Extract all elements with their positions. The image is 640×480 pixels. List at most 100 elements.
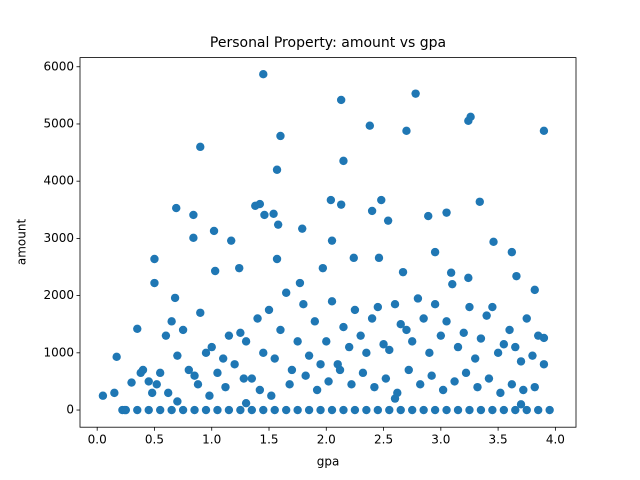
point (488, 405, 497, 415)
point (259, 348, 268, 358)
point (318, 263, 328, 273)
y-tick-label: 0 (66, 403, 74, 417)
point (442, 405, 451, 415)
point (339, 322, 348, 332)
plot-area (98, 69, 554, 415)
point (209, 226, 219, 236)
point (218, 354, 228, 363)
point (281, 288, 291, 297)
x-tick-label: 4.0 (546, 433, 565, 447)
point (516, 357, 526, 366)
chart-title: Personal Property: amount vs gpa (210, 35, 446, 51)
point (533, 331, 543, 340)
point (350, 405, 360, 415)
point (507, 247, 517, 257)
point (396, 405, 405, 415)
point (339, 405, 348, 415)
point (164, 388, 173, 398)
point (522, 405, 531, 415)
point (362, 405, 371, 415)
point (336, 200, 346, 209)
point (347, 380, 356, 389)
point (287, 365, 297, 375)
point (207, 342, 216, 352)
point (419, 405, 428, 415)
point (316, 360, 325, 369)
point (276, 325, 285, 335)
axes-frame (79, 57, 577, 428)
point (475, 197, 484, 206)
x-tick-label: 0.0 (88, 433, 107, 447)
point (385, 345, 394, 355)
y-tick-label: 3000 (43, 231, 74, 245)
point (385, 405, 394, 415)
point (396, 320, 405, 329)
point (362, 348, 371, 358)
point (227, 236, 236, 245)
point (236, 328, 245, 337)
point (461, 368, 471, 378)
point (496, 388, 505, 398)
point (356, 331, 365, 340)
point (379, 340, 388, 349)
point (390, 299, 400, 309)
point (190, 405, 199, 415)
point (507, 380, 517, 389)
point (519, 385, 528, 395)
point (464, 116, 473, 126)
point (155, 405, 165, 415)
point (459, 328, 468, 337)
point (484, 374, 494, 383)
point (189, 233, 198, 243)
point (516, 400, 526, 409)
point (193, 380, 203, 389)
point (272, 165, 282, 174)
point (247, 405, 257, 415)
point (528, 351, 537, 360)
point (144, 377, 153, 386)
point (304, 351, 314, 360)
y-tick-label: 5000 (43, 116, 74, 130)
x-tick-label: 2.0 (317, 433, 336, 447)
point (201, 405, 211, 415)
point (147, 388, 157, 398)
point (295, 278, 305, 288)
point (327, 236, 337, 245)
point (167, 317, 176, 326)
point (349, 253, 358, 263)
point (133, 324, 142, 333)
point (453, 405, 463, 415)
point (241, 337, 251, 346)
point (407, 337, 417, 346)
point (512, 271, 521, 281)
point (482, 311, 491, 320)
point (301, 371, 310, 380)
point (416, 380, 425, 389)
point (493, 348, 503, 358)
point (133, 405, 142, 415)
point (489, 237, 498, 247)
point (173, 351, 182, 360)
point (190, 371, 199, 380)
point (424, 211, 433, 221)
point (210, 266, 220, 276)
point (442, 317, 451, 326)
y-tick-label: 2000 (43, 288, 74, 302)
point (312, 385, 322, 395)
point (327, 297, 337, 306)
point (344, 342, 354, 352)
point (453, 342, 463, 352)
point (545, 405, 554, 415)
point (304, 405, 314, 415)
point (189, 210, 198, 220)
point (293, 337, 302, 346)
point (339, 156, 348, 166)
x-tick-label: 3.0 (431, 433, 450, 447)
x-tick-label: 1.5 (259, 433, 278, 447)
point (470, 354, 480, 363)
point (335, 365, 345, 375)
point (310, 317, 320, 326)
point (464, 273, 473, 283)
